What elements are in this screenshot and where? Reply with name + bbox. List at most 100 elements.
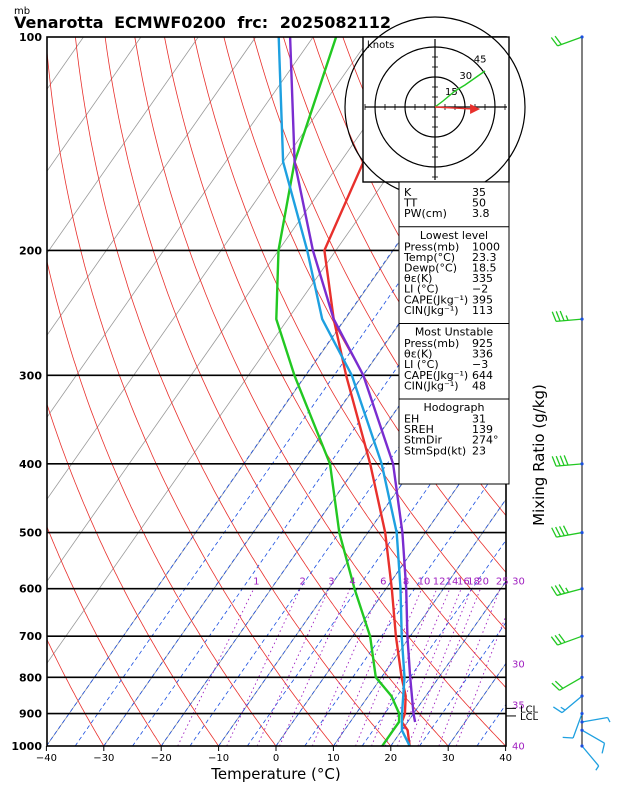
mixing-ratio-line: [407, 588, 472, 746]
mixing-ratio-label: 20: [476, 577, 489, 588]
lowest-level-value: −2: [472, 283, 488, 296]
hodograph-stat-label: SREH: [404, 423, 434, 436]
barb-feather: [554, 35, 562, 45]
hodograph-stat-value: 31: [472, 413, 486, 426]
x-tick-label: −40: [36, 753, 57, 764]
lowest-level-value: 335: [472, 272, 493, 285]
dry-adiabat: [134, 37, 506, 746]
hodograph-trace: [434, 70, 486, 108]
mixing-ratio-label: 14: [446, 577, 459, 588]
index-value: 3.8: [472, 207, 490, 220]
mixing-ratio-label: 30: [512, 577, 525, 588]
dry-adiabat: [542, 21, 618, 761]
barb-feather: [559, 310, 565, 321]
barb-shaft: [556, 588, 583, 597]
barb-station-dot: [580, 530, 584, 535]
barb-shaft: [581, 745, 600, 767]
isotherm-label: 35: [512, 700, 525, 711]
dry-adiabats: [47, 21, 618, 761]
barb-feather: [558, 584, 566, 594]
mixing-ratio-label: 6: [380, 577, 386, 588]
mixing-ratio-lines: [177, 588, 506, 746]
barb-shaft: [556, 531, 583, 538]
mixing-ratio-axis-label: Mixing Ratio (g/kg): [530, 384, 548, 526]
isotherm-lines: [47, 21, 618, 761]
mixing-ratio-label: 4: [349, 577, 355, 588]
mixing-ratio-line: [256, 588, 330, 746]
most-unstable-value: 336: [472, 348, 493, 361]
barb-shaft: [572, 713, 583, 739]
isotherm: [552, 21, 618, 761]
lowest-level-value: 18.5: [472, 262, 497, 275]
dry-adiabat: [74, 37, 392, 746]
isotherm: [47, 37, 199, 254]
barb-feather: [550, 586, 558, 596]
dry-adiabat: [513, 21, 618, 761]
isotherm-label: 30: [512, 659, 525, 670]
hodograph-stat-label: EH: [404, 413, 419, 426]
wind-barb: [550, 584, 584, 597]
barb-station-dot: [580, 634, 584, 638]
dry-adiabat: [47, 259, 277, 746]
barb-station-dot: [580, 317, 584, 321]
most-unstable-label: θε(K): [404, 348, 432, 361]
pressure-tick-label: 300: [19, 369, 42, 382]
barb-feather: [551, 527, 557, 538]
wind-barb: [551, 525, 584, 538]
x-tick-label: 0: [273, 753, 279, 764]
wind-barb: [551, 310, 584, 323]
barb-station-dot: [580, 744, 584, 748]
lowest-level-value: 23.3: [472, 251, 497, 264]
barb-feather: [555, 455, 561, 467]
isotherm: [505, 744, 506, 746]
barb-station-dot: [580, 728, 584, 732]
pressure-tick-label: 900: [19, 708, 42, 721]
barb-shaft: [556, 318, 583, 323]
moist-adiabat: [246, 375, 506, 746]
isotherm: [47, 37, 142, 172]
barb-feather: [550, 636, 559, 646]
most-unstable-value: 644: [472, 369, 493, 382]
lowest-level-label: Press(mb): [404, 240, 459, 253]
mixing-ratio-line: [177, 588, 255, 746]
wind-barb: [580, 716, 611, 724]
dry-adiabat: [47, 47, 334, 746]
sounding-profiles: [275, 37, 475, 746]
barb-feather: [559, 526, 565, 536]
mixing-ratio-line: [371, 588, 438, 746]
index-label: PW(cm): [404, 207, 447, 220]
moist-adiabat: [304, 457, 506, 746]
dry-adiabat: [253, 37, 506, 517]
most-unstable-label: CAPE(Jkg⁻¹): [404, 369, 468, 382]
barb-half-feather: [565, 315, 569, 321]
indices-frame: [398, 181, 510, 485]
mixing-ratio-line: [226, 588, 301, 746]
barb-feather: [555, 311, 561, 322]
hodograph-ring-label: 45: [474, 55, 487, 66]
most-unstable-parcel-line: [288, 37, 417, 723]
most-unstable-value: 48: [472, 379, 486, 392]
barb-feather: [554, 585, 562, 595]
barb-station-dot: [580, 694, 584, 698]
barb-station-dot: [580, 675, 584, 679]
mixing-ratio-line: [417, 588, 481, 746]
hodograph-units: knots: [367, 40, 394, 51]
moist-adiabat: [74, 128, 506, 746]
index-value: 35: [472, 186, 486, 199]
barb-shaft: [581, 729, 605, 744]
isotherm: [47, 37, 371, 500]
barb-feather: [601, 743, 606, 754]
x-tick-label: 40: [499, 753, 512, 764]
moist-adiabat: [505, 744, 506, 746]
lowest-level-label: CIN(Jkg⁻¹): [404, 304, 459, 317]
lowest-level-label: CAPE(Jkg⁻¹): [404, 293, 468, 306]
storm-motion-vector: [434, 106, 475, 110]
barb-feather: [552, 706, 563, 714]
barb-half-feather: [565, 587, 570, 593]
moist-adiabat: [47, 87, 506, 746]
barb-shaft: [556, 463, 583, 467]
isotherm: [390, 580, 506, 746]
dry-adiabat: [47, 402, 220, 746]
barb-shaft: [559, 676, 583, 691]
mixing-ratio-line: [455, 614, 506, 746]
